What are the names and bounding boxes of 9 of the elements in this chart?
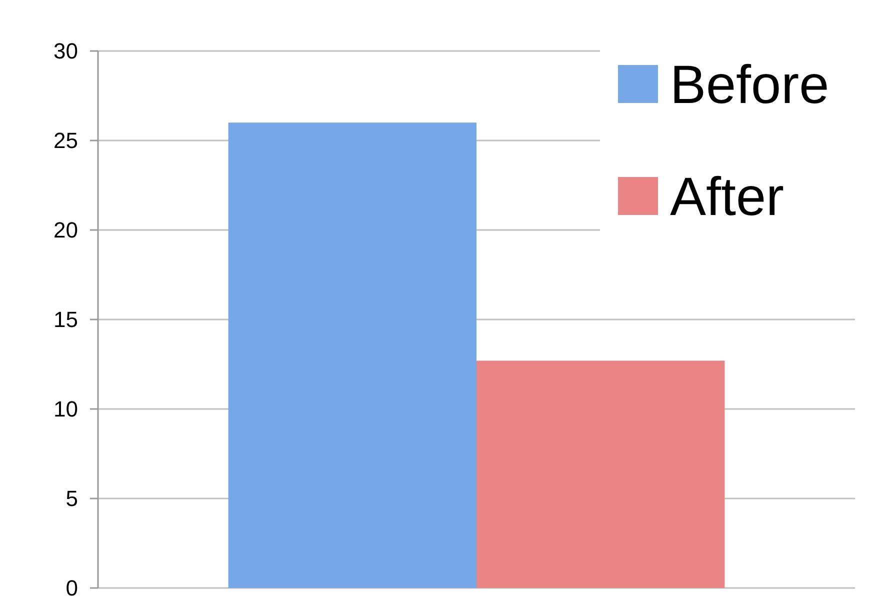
y-tick-label: 25 [54, 128, 78, 154]
y-tick-label: 5 [66, 486, 78, 512]
legend-label: Before [670, 54, 830, 115]
legend-label: After [670, 166, 784, 227]
y-tick-label: 15 [54, 307, 78, 332]
y-tick-label: 0 [66, 576, 78, 601]
y-tick-label: 10 [54, 396, 78, 422]
y-tick-label: 20 [54, 218, 78, 243]
y-tick-label: 30 [54, 38, 78, 64]
